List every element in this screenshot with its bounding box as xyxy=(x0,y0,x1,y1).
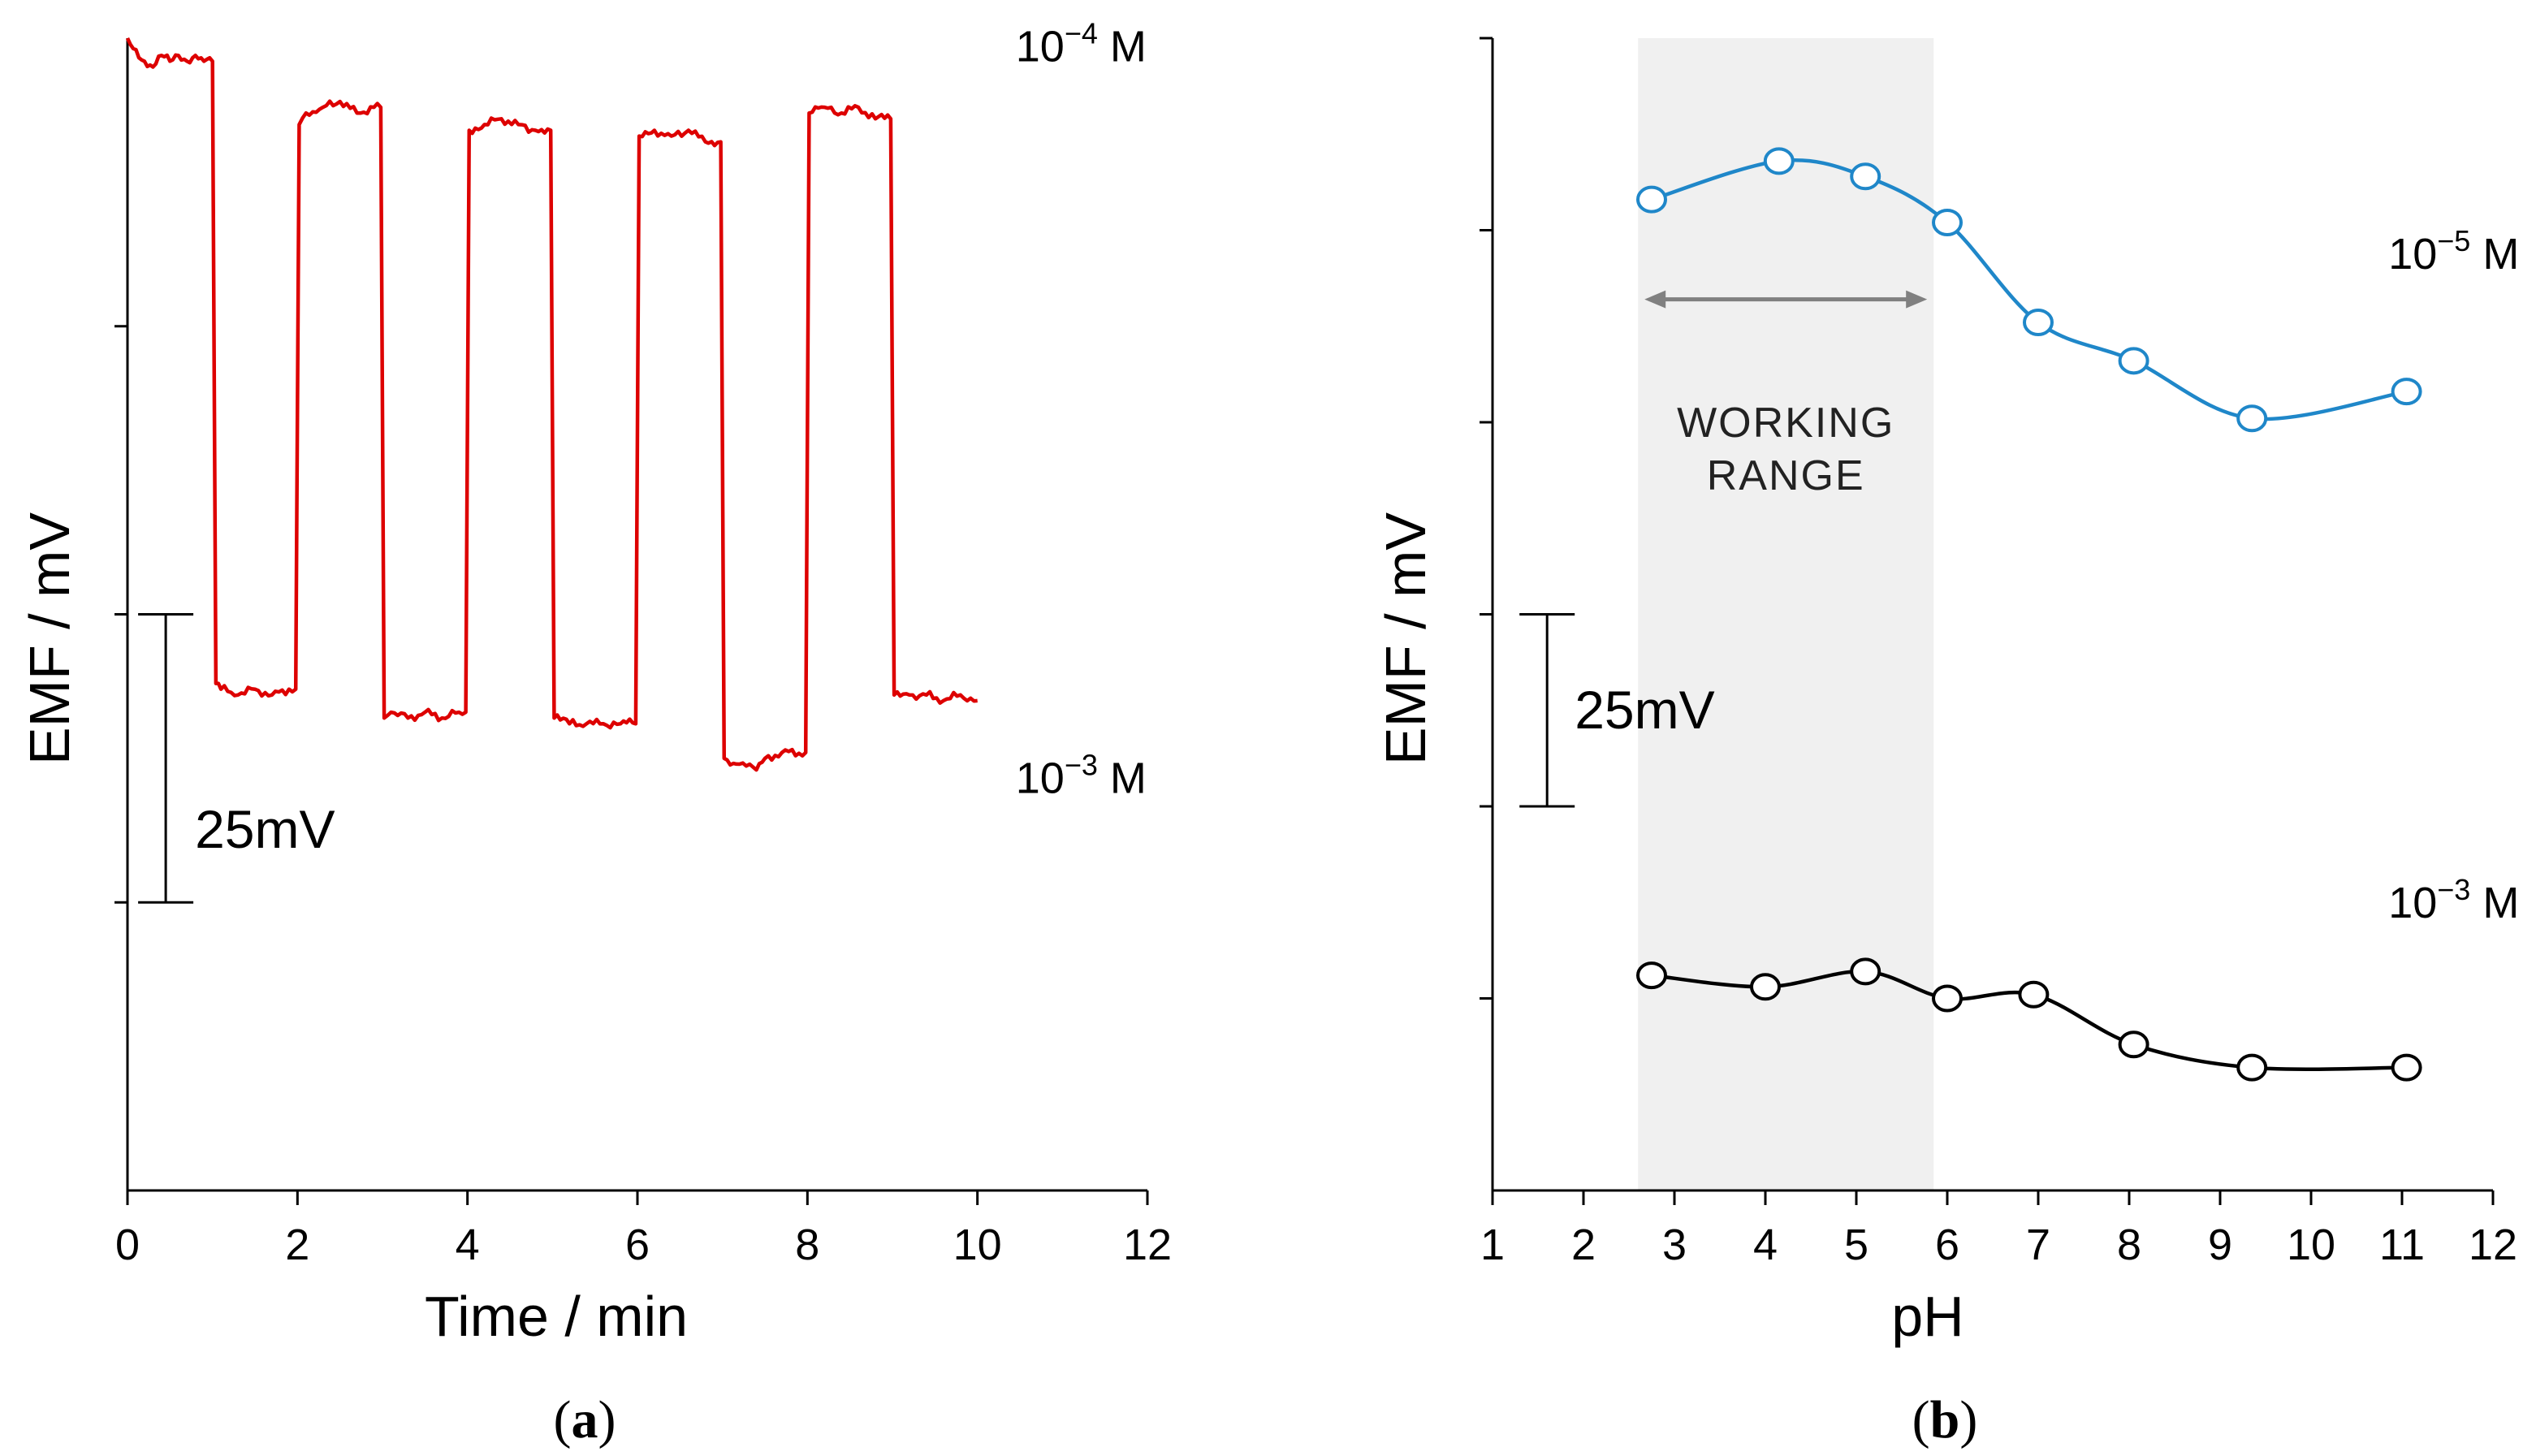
x-tick-label: 2 xyxy=(1571,1221,1596,1269)
x-tick-label: 11 xyxy=(2379,1221,2425,1269)
x-tick-label: 6 xyxy=(625,1221,650,1269)
data-point-1e-5M xyxy=(2391,378,2422,406)
x-tick-label: 8 xyxy=(795,1221,819,1269)
working-range-band xyxy=(1638,38,1934,1190)
data-point-1e-3M xyxy=(2118,1030,2149,1059)
scale-bar-label: 25mV xyxy=(1575,680,1714,740)
data-point-1e-5M xyxy=(2118,347,2149,375)
x-axis-title: pH xyxy=(1891,1285,1964,1348)
working-range-label-line2: RANGE xyxy=(1707,452,1865,499)
concentration-exponent: −3 xyxy=(1065,748,1098,781)
data-point-1e-5M xyxy=(1932,209,1963,237)
panel-label-letter: b xyxy=(1930,1390,1960,1450)
concentration-label: 10−4 M xyxy=(1016,16,1147,71)
data-point-1e-5M xyxy=(2023,309,2054,337)
concentration-exponent: −5 xyxy=(2437,224,2470,257)
working-range-arrow-left-head xyxy=(1644,290,1666,309)
concentration-unit: M xyxy=(1098,754,1147,802)
x-tick-label: 6 xyxy=(1935,1221,1959,1269)
x-tick-label: 8 xyxy=(2117,1221,2141,1269)
panel-label-open: ( xyxy=(1912,1390,1930,1450)
data-point-1e-3M xyxy=(1750,973,1781,1001)
concentration-base: 10 xyxy=(1016,22,1065,71)
x-tick-label: 12 xyxy=(2469,1221,2517,1269)
concentration-base: 10 xyxy=(2388,879,2437,927)
working-range-arrow-right-head xyxy=(1906,290,1928,309)
x-tick-label: 10 xyxy=(2287,1221,2335,1269)
data-point-1e-5M xyxy=(1850,162,1881,191)
x-tick-label: 12 xyxy=(1123,1221,1172,1269)
concentration-unit: M xyxy=(1098,22,1147,71)
x-tick-label: 10 xyxy=(953,1221,1002,1269)
data-point-1e-3M xyxy=(2236,1053,2268,1082)
x-tick-label: 5 xyxy=(1844,1221,1868,1269)
x-tick-label: 4 xyxy=(456,1221,480,1269)
panel-label-close: ) xyxy=(1959,1390,1977,1450)
data-point-1e-3M xyxy=(2018,980,2050,1009)
x-axis-title: Time / min xyxy=(425,1285,688,1348)
concentration-exponent: −3 xyxy=(2437,873,2470,906)
y-axis-title: EMF / mV xyxy=(1374,512,1437,765)
x-tick-label: 2 xyxy=(285,1221,309,1269)
y-axis-title: EMF / mV xyxy=(18,512,81,765)
x-tick-label: 1 xyxy=(1480,1221,1505,1269)
data-point-1e-3M xyxy=(1636,961,1667,990)
x-tick-label: 7 xyxy=(2026,1221,2050,1269)
panel-label-letter: a xyxy=(572,1390,598,1450)
series-line-emf-trace xyxy=(125,37,978,772)
data-point-1e-3M xyxy=(1850,957,1881,986)
concentration-label: 10−3 M xyxy=(2388,873,2519,927)
scale-bar-label: 25mV xyxy=(195,799,335,859)
concentration-label: 10−5 M xyxy=(2388,224,2519,279)
concentration-base: 10 xyxy=(1016,754,1065,802)
panel-label-open: ( xyxy=(554,1390,572,1450)
x-tick-label: 3 xyxy=(1662,1221,1687,1269)
x-tick-label: 9 xyxy=(2208,1221,2232,1269)
x-tick-label: 4 xyxy=(1753,1221,1778,1269)
concentration-label: 10−3 M xyxy=(1016,748,1147,802)
x-tick-label: 0 xyxy=(115,1221,140,1269)
concentration-exponent: −4 xyxy=(1065,16,1098,50)
data-point-1e-5M xyxy=(2236,404,2268,433)
data-point-1e-3M xyxy=(1932,984,1963,1013)
working-range-label-line1: WORKING xyxy=(1677,400,1894,447)
concentration-unit: M xyxy=(2470,230,2519,279)
concentration-unit: M xyxy=(2470,879,2519,927)
panel-label: (b) xyxy=(1912,1390,1978,1450)
concentration-base: 10 xyxy=(2388,230,2437,279)
panel-label: (a) xyxy=(554,1390,616,1450)
data-point-1e-5M xyxy=(1763,147,1795,175)
data-point-1e-3M xyxy=(2391,1053,2422,1082)
data-point-1e-5M xyxy=(1636,185,1667,214)
panel-label-close: ) xyxy=(598,1390,616,1450)
